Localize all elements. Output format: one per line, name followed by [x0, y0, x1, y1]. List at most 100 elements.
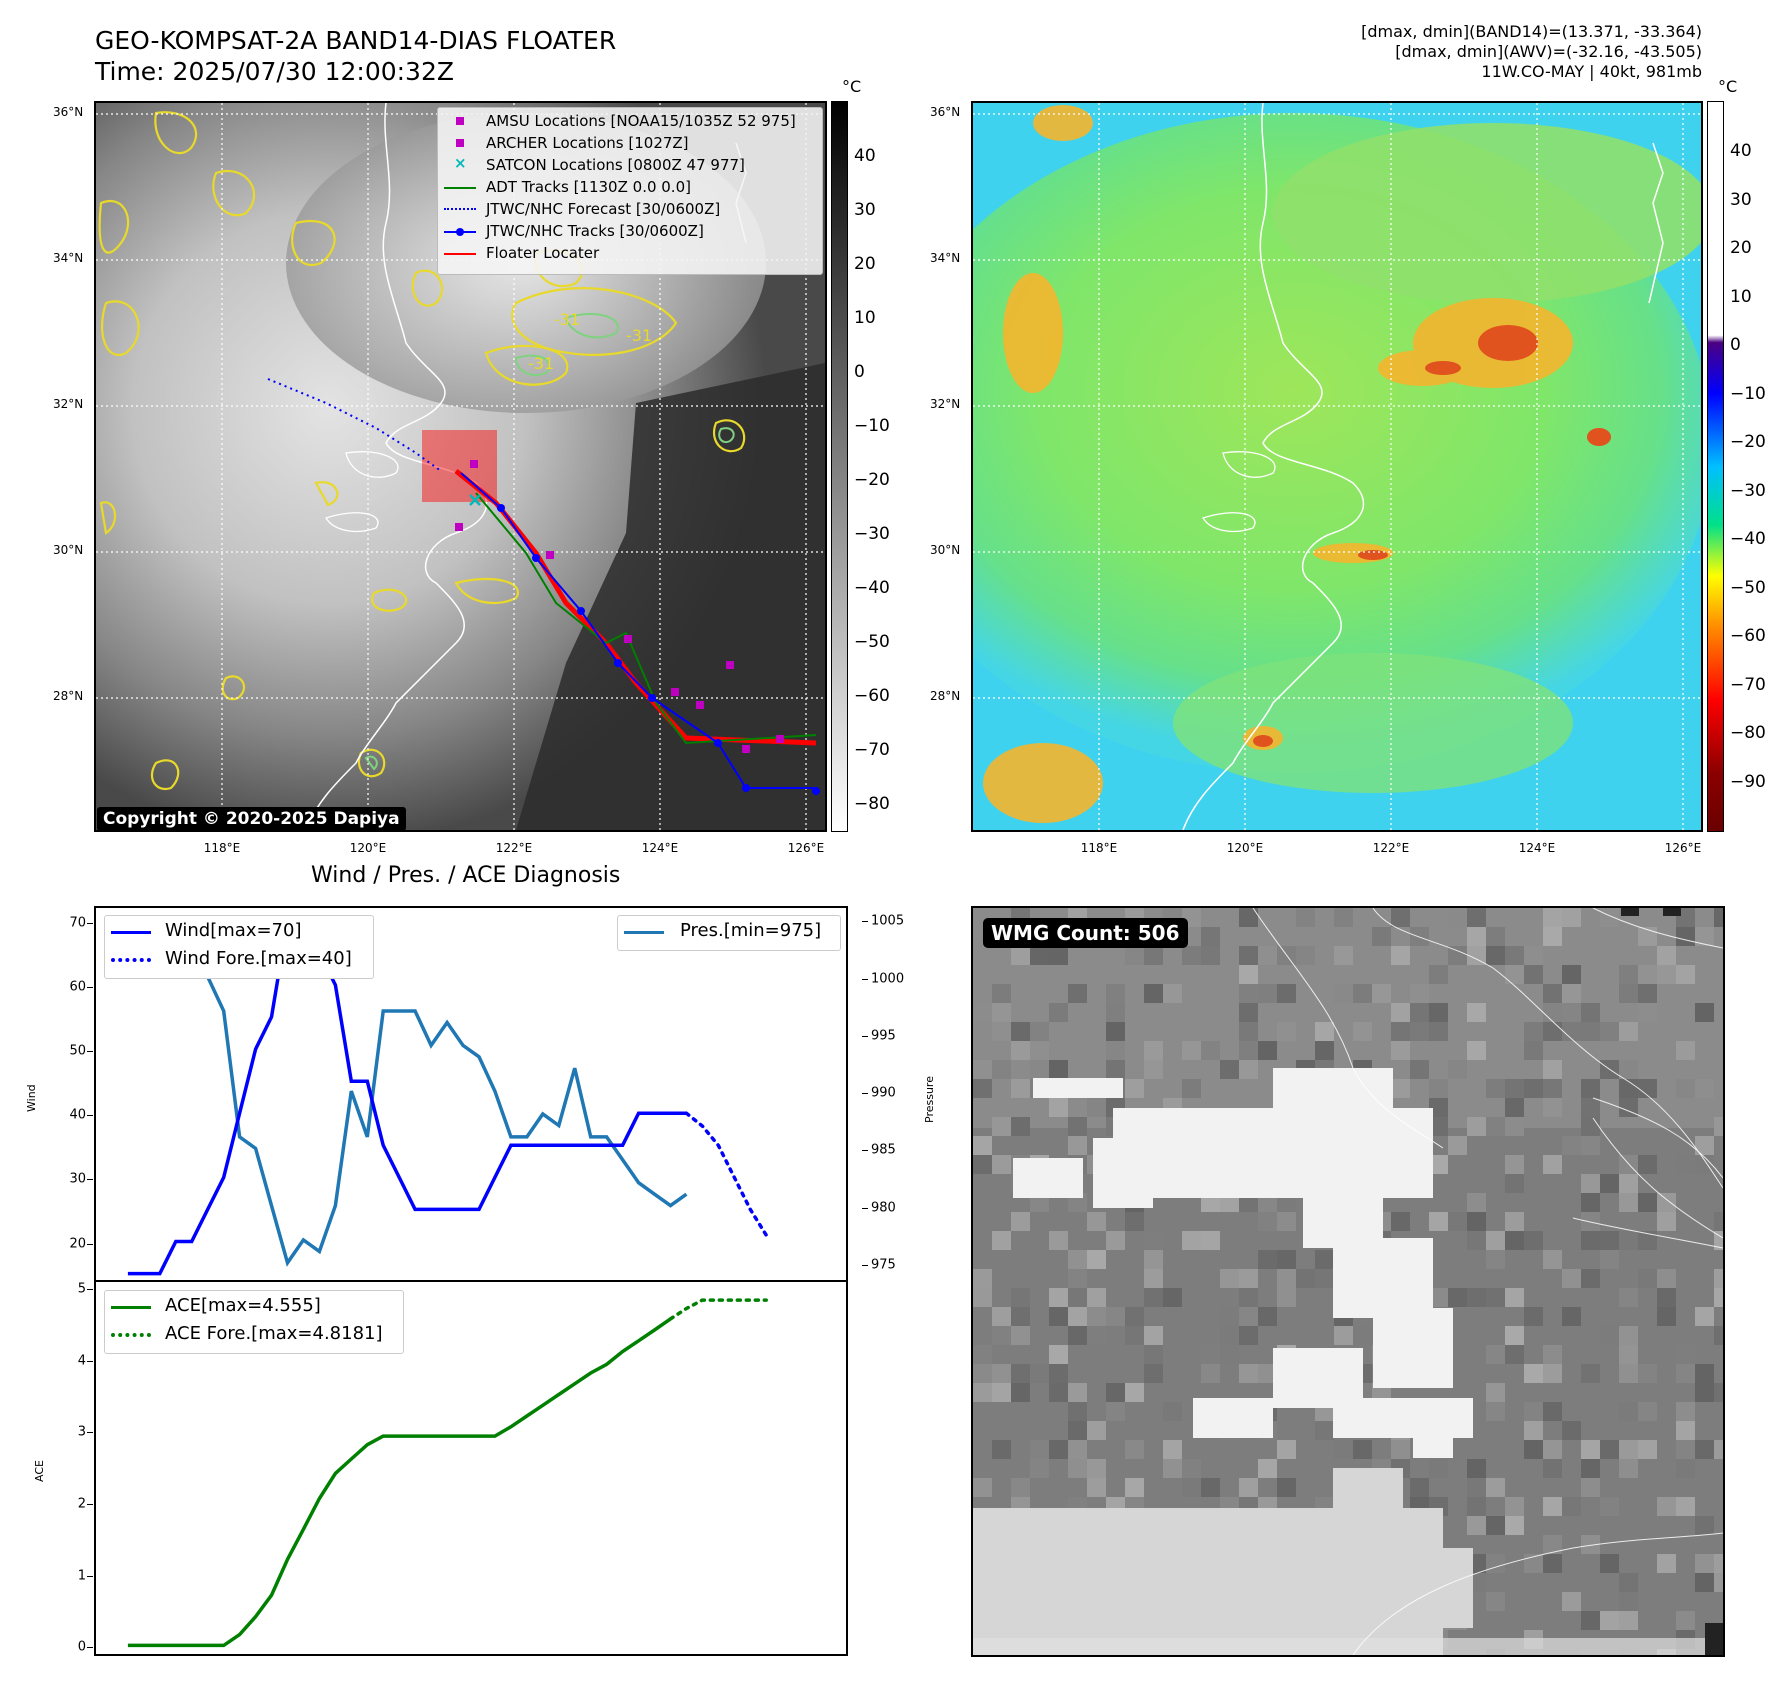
legend-label-archer: ARCHER Locations [1027Z] [486, 134, 689, 152]
wmg-pixel [1676, 1402, 1695, 1421]
wmg-pixel [1258, 1459, 1277, 1478]
legend-symbol-amsu [456, 117, 464, 125]
wmg-pixel [1486, 1231, 1505, 1250]
wmg-pixel [1239, 1041, 1258, 1060]
ir-lon-label-122: 122°E [495, 841, 533, 855]
wmg-pixel [1467, 1497, 1486, 1516]
wmg-lower-bright-band [973, 1468, 1473, 1655]
ace-ytick-5: 5 [77, 1281, 86, 1297]
wmg-pixel [1182, 1478, 1201, 1497]
wmg-pixel [1125, 1383, 1144, 1402]
ace-ytick-mark-3 [87, 1432, 93, 1434]
wmg-pixel [1068, 1402, 1087, 1421]
wv-hot-spots [1253, 325, 1611, 747]
wind-ytick-mark-50 [87, 1051, 93, 1053]
wmg-pixel [1049, 1003, 1068, 1022]
wmg-bottom-strip [973, 1638, 1723, 1655]
wmg-pixel [1524, 1364, 1543, 1383]
wmg-pixel [1201, 1345, 1220, 1364]
wmg-pixel [1353, 1022, 1372, 1041]
wmg-pixel [1201, 1478, 1220, 1497]
pressure-legend-symbol [624, 931, 664, 934]
wmg-pixel [1068, 1269, 1087, 1288]
wmg-pixel [1581, 1212, 1600, 1231]
wmg-panel [971, 906, 1725, 1657]
wmg-dark-pixel-3 [1705, 1623, 1723, 1655]
wmg-pixel [1125, 1326, 1144, 1345]
wmg-pixel [1543, 1497, 1562, 1516]
wmg-pixel [992, 1060, 1011, 1079]
wmg-pixel [1505, 1117, 1524, 1136]
wmg-pixel [973, 1383, 992, 1402]
pressure-ytick-1005: 1005 [871, 913, 905, 929]
ir-cb-tick-m20: −20 [854, 470, 890, 490]
wmg-pixel [1011, 1022, 1030, 1041]
wmg-pixel [1277, 1269, 1296, 1288]
wmg-pixel [1011, 1307, 1030, 1326]
ace-ytick-3: 3 [77, 1424, 86, 1440]
wmg-pixel [1087, 1459, 1106, 1478]
wmg-pixel [1429, 1003, 1448, 1022]
wmg-pixel [1106, 1003, 1125, 1022]
floater-box [422, 430, 497, 502]
pressure-legend-label: Pres.[min=975] [680, 920, 822, 941]
wv-cb-tick-m30: −30 [1730, 481, 1766, 501]
wmg-pixel [1505, 1212, 1524, 1231]
wmg-pixel [1619, 1098, 1638, 1117]
wmg-pixel [973, 1136, 992, 1155]
wmg-pixel [1619, 1060, 1638, 1079]
wmg-pixel [1429, 1212, 1448, 1231]
ace-svg [127, 1298, 768, 1648]
wmg-pixel [1638, 1440, 1657, 1459]
wmg-pixel [1239, 1364, 1258, 1383]
wmg-pixel [1581, 1364, 1600, 1383]
storm-info: 11W.CO-MAY | 40kt, 981mb [1481, 62, 1702, 81]
wmg-pixel [1182, 1079, 1201, 1098]
wind-legend-label: Wind[max=70] [165, 920, 302, 941]
wmg-pixel [1562, 1003, 1581, 1022]
wmg-pixel [1106, 1022, 1125, 1041]
wmg-pixel [1657, 946, 1676, 965]
wmg-pixel [1334, 1440, 1353, 1459]
wmg-pixel [1638, 1269, 1657, 1288]
wmg-pixel [1258, 1212, 1277, 1231]
contour-label-3: -31 [528, 354, 554, 373]
wmg-pixel [1087, 1288, 1106, 1307]
wv-cb-tick-m20: −20 [1730, 432, 1766, 452]
wmg-pixel [1068, 1307, 1087, 1326]
wmg-pixel [1619, 965, 1638, 984]
wmg-pixel [1410, 1022, 1429, 1041]
wmg-pixel [973, 1364, 992, 1383]
wmg-pixel [1486, 927, 1505, 946]
wmg-pixel [1106, 1383, 1125, 1402]
wmg-pixel [1144, 1060, 1163, 1079]
wmg-pixel [1429, 1098, 1448, 1117]
wv-korea-coast [1648, 142, 1664, 304]
wmg-pixel [1429, 1117, 1448, 1136]
wind-legend: Wind[max=70] Wind Fore.[max=40] [104, 915, 374, 979]
wmg-coastlines [1252, 908, 1723, 1655]
wv-lat-label-34: 34°N [930, 251, 961, 265]
amsu-archer-points [455, 460, 784, 753]
wmg-pixel [1543, 927, 1562, 946]
wv-cb-tick-20: 20 [1730, 238, 1752, 258]
wmg-pixel [1505, 1098, 1524, 1117]
wmg-pixel [1410, 984, 1429, 1003]
wmg-pixel [1600, 1022, 1619, 1041]
wmg-pixel [1106, 1421, 1125, 1440]
wmg-pixel [1638, 1364, 1657, 1383]
wmg-pixel [1011, 1117, 1030, 1136]
wmg-pixel [1505, 1231, 1524, 1250]
wind-ytick-50: 50 [69, 1043, 86, 1059]
wmg-pixel [1239, 1269, 1258, 1288]
wmg-pixel [1467, 1288, 1486, 1307]
wmg-pixel [1353, 984, 1372, 1003]
wmg-bright-region [1013, 1068, 1473, 1458]
wmg-pixel [1087, 1421, 1106, 1440]
wmg-pixel [1467, 1478, 1486, 1497]
wmg-pixel [1258, 1307, 1277, 1326]
wmg-pixel [1011, 1288, 1030, 1307]
pressure-ytick-mark-975 [862, 1264, 868, 1266]
wmg-pixel [1011, 1326, 1030, 1345]
wv-lon-label-126: 126°E [1664, 841, 1702, 855]
